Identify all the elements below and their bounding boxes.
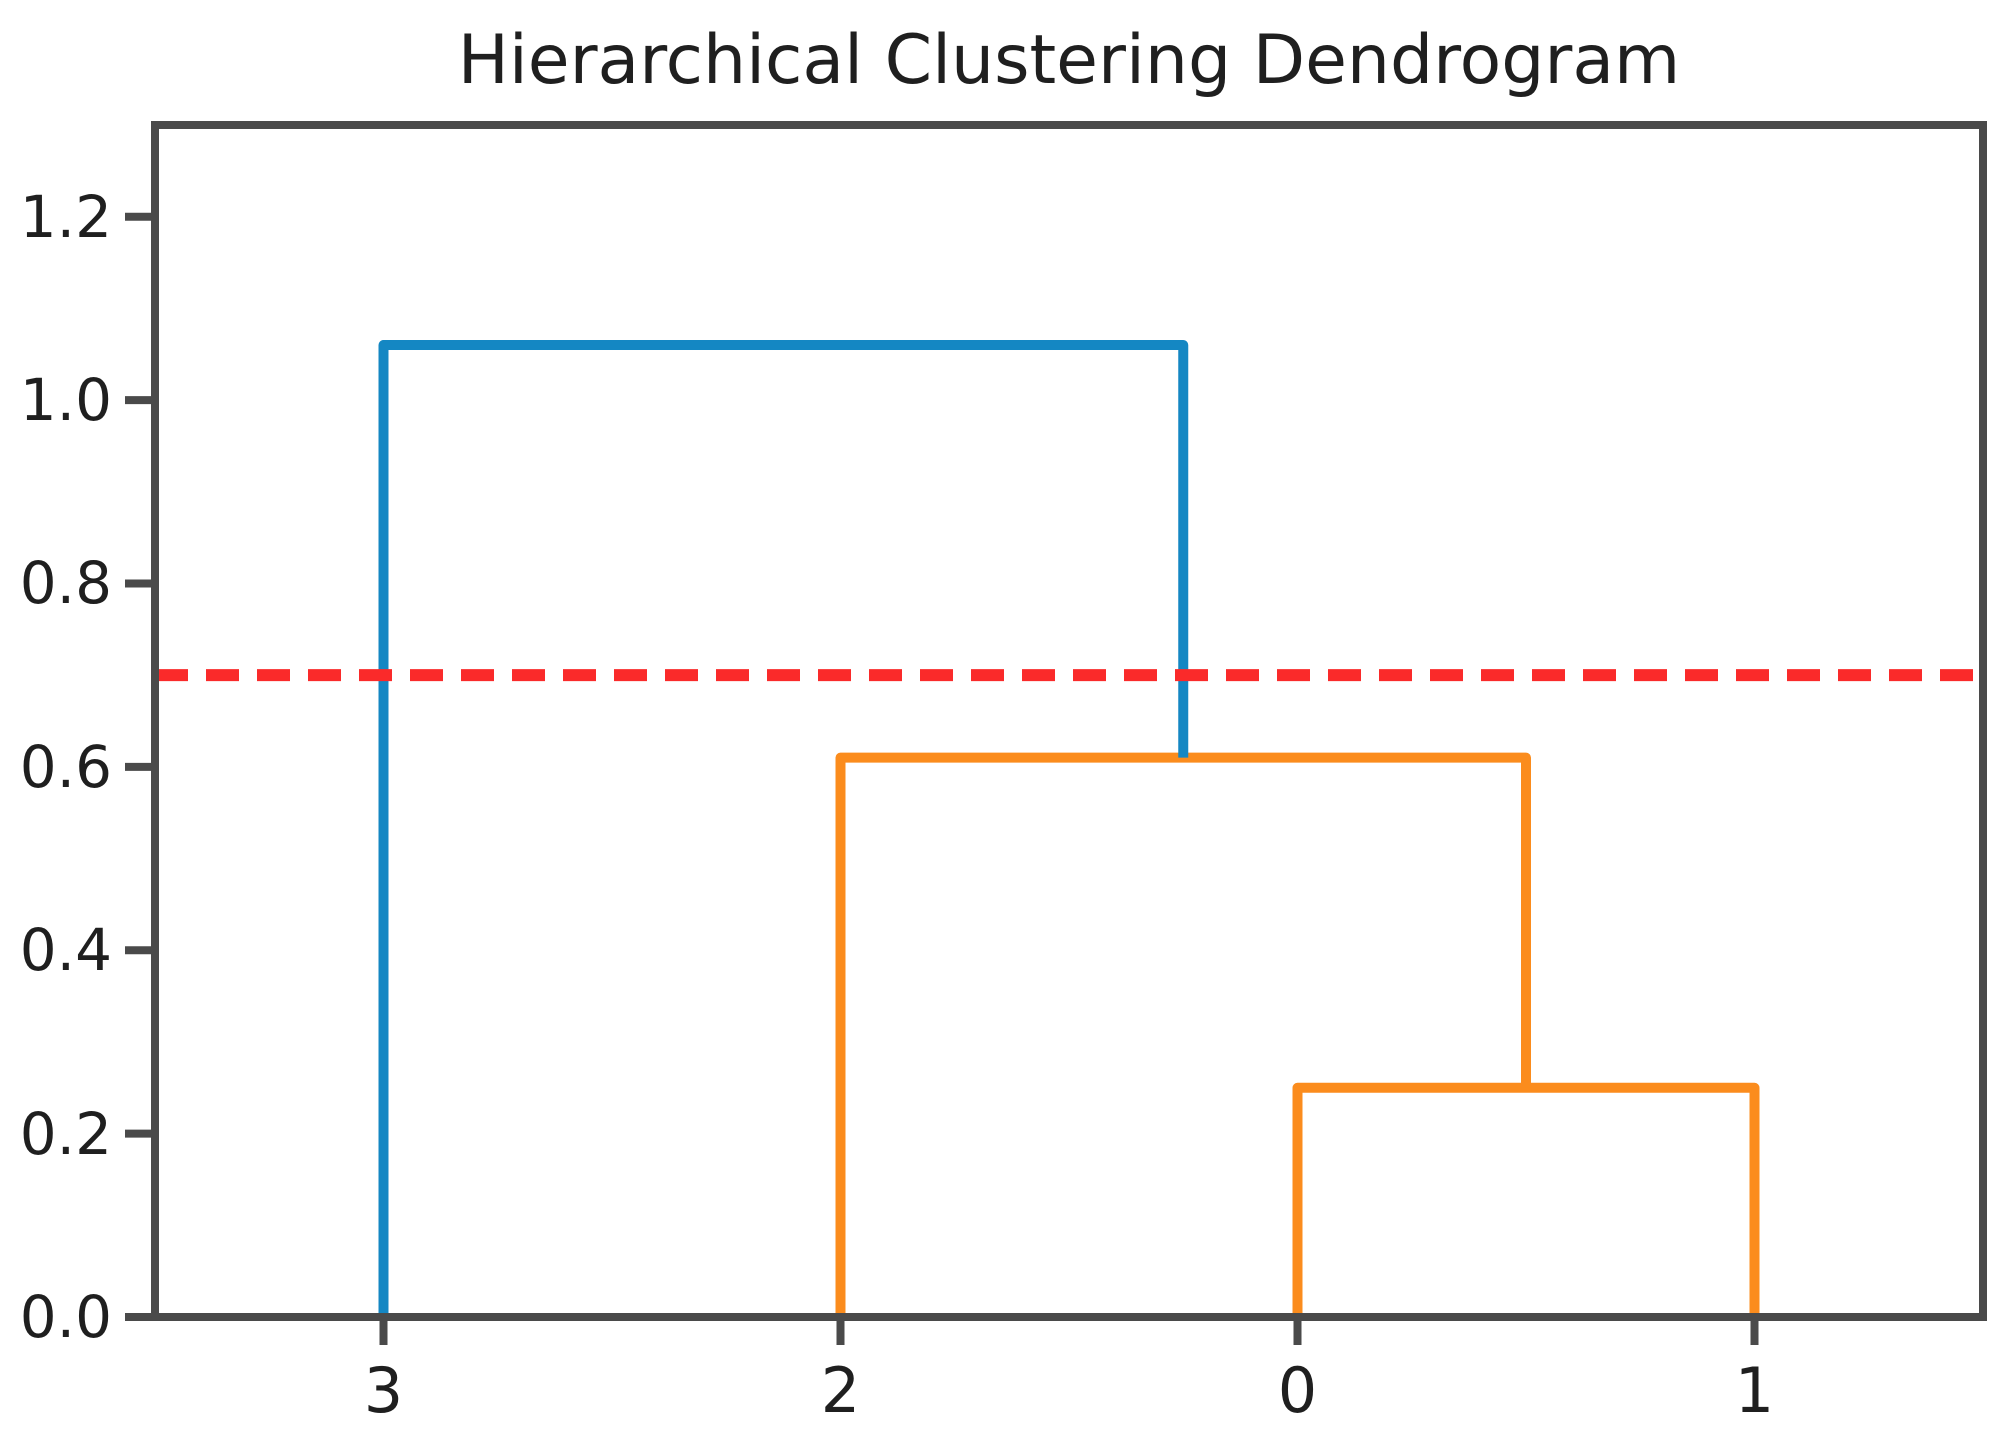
- x-tick-label-leaf-3: 3: [363, 1354, 404, 1427]
- axes-spines: [151, 121, 1987, 1321]
- dendrogram-link-cluster01-leaf2: [835, 752, 1531, 1317]
- x-tick-label-leaf-1: 1: [1734, 1354, 1775, 1427]
- y-tick-label-0.4: 0.4: [19, 916, 112, 985]
- chart-title: Hierarchical Clustering Dendrogram: [457, 21, 1681, 100]
- y-tick-label-1.0: 1.0: [19, 366, 112, 435]
- dendrogram-link-leaves-0-1: [1292, 1082, 1760, 1317]
- y-tick-label-0.2: 0.2: [19, 1099, 112, 1168]
- x-tick-label-leaf-2: 2: [820, 1354, 861, 1427]
- y-tick-label-0.6: 0.6: [19, 732, 112, 801]
- y-tick-label-1.2: 1.2: [19, 182, 112, 251]
- x-tick-label-leaf-0: 0: [1277, 1354, 1318, 1427]
- dendrogram-link-root-leaf3-cluster: [378, 340, 1189, 1317]
- y-tick-label-0.8: 0.8: [19, 549, 112, 618]
- y-tick-label-0.0: 0.0: [19, 1283, 112, 1351]
